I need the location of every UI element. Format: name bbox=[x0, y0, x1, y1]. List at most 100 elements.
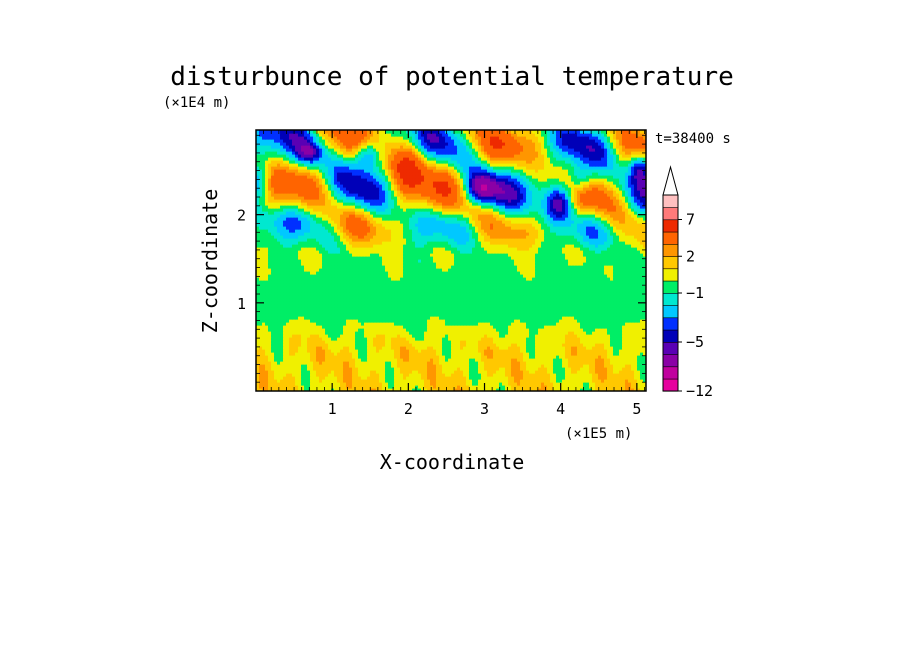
field-cell bbox=[523, 325, 527, 329]
field-cell bbox=[631, 325, 635, 329]
field-cell bbox=[505, 316, 509, 320]
field-cell bbox=[511, 379, 515, 383]
field-cell bbox=[538, 364, 542, 368]
field-cell bbox=[319, 295, 323, 299]
field-cell bbox=[577, 328, 581, 332]
field-cell bbox=[571, 343, 575, 347]
field-cell bbox=[535, 310, 539, 314]
field-cell bbox=[466, 301, 470, 305]
field-cell bbox=[535, 304, 539, 308]
field-cell bbox=[343, 367, 347, 371]
field-cell bbox=[580, 373, 584, 377]
field-cell bbox=[286, 382, 290, 386]
field-cell bbox=[493, 334, 497, 338]
field-cell bbox=[439, 295, 443, 299]
field-cell bbox=[502, 286, 506, 290]
field-cell bbox=[385, 283, 389, 287]
field-cell bbox=[382, 364, 386, 368]
field-cell bbox=[271, 331, 275, 335]
field-cell bbox=[589, 337, 593, 341]
field-cell bbox=[547, 316, 551, 320]
field-cell bbox=[475, 349, 479, 353]
field-cell bbox=[400, 379, 404, 383]
field-cell bbox=[268, 310, 272, 314]
field-cell bbox=[610, 358, 614, 362]
field-cell bbox=[304, 346, 308, 350]
field-cell bbox=[295, 382, 299, 386]
field-cell bbox=[370, 355, 374, 359]
field-cell bbox=[484, 337, 488, 341]
field-cell bbox=[304, 355, 308, 359]
field-cell bbox=[583, 292, 587, 296]
field-cell bbox=[298, 340, 302, 344]
field-cell bbox=[541, 352, 545, 356]
field-cell bbox=[556, 328, 560, 332]
field-cell bbox=[457, 364, 461, 368]
field-cell bbox=[586, 283, 590, 287]
field-cell bbox=[349, 343, 353, 347]
field-cell bbox=[454, 340, 458, 344]
field-cell bbox=[343, 331, 347, 335]
field-cell bbox=[496, 379, 500, 383]
field-cell bbox=[634, 319, 638, 323]
field-cell bbox=[574, 352, 578, 356]
field-cell bbox=[346, 334, 350, 338]
field-cell bbox=[559, 376, 563, 380]
field-cell bbox=[568, 367, 572, 371]
field-cell bbox=[373, 313, 377, 317]
field-cell bbox=[433, 286, 437, 290]
field-cell bbox=[367, 301, 371, 305]
field-cell bbox=[268, 298, 272, 302]
field-cell bbox=[364, 277, 368, 281]
field-cell bbox=[403, 289, 407, 293]
field-cell bbox=[298, 331, 302, 335]
field-cell bbox=[298, 325, 302, 329]
field-cell bbox=[613, 316, 617, 320]
field-cell bbox=[571, 310, 575, 314]
field-cell bbox=[589, 304, 593, 308]
field-cell bbox=[487, 355, 491, 359]
field-cell bbox=[430, 322, 434, 326]
field-cell bbox=[298, 277, 302, 281]
field-cell bbox=[604, 283, 608, 287]
field-cell bbox=[373, 361, 377, 365]
field-cell bbox=[559, 364, 563, 368]
field-cell bbox=[292, 316, 296, 320]
field-cell bbox=[259, 337, 263, 341]
field-cell bbox=[442, 322, 446, 326]
field-cell bbox=[421, 295, 425, 299]
field-cell bbox=[541, 298, 545, 302]
field-cell bbox=[448, 370, 452, 374]
field-cell bbox=[295, 304, 299, 308]
field-cell bbox=[478, 310, 482, 314]
field-cell bbox=[511, 358, 515, 362]
field-cell bbox=[625, 298, 629, 302]
field-cell bbox=[400, 301, 404, 305]
field-cell bbox=[568, 340, 572, 344]
field-cell bbox=[529, 301, 533, 305]
field-cell bbox=[376, 280, 380, 284]
field-cell bbox=[616, 385, 620, 389]
field-cell bbox=[490, 280, 494, 284]
field-cell bbox=[628, 385, 632, 389]
field-cell bbox=[550, 301, 554, 305]
field-cell bbox=[511, 301, 515, 305]
field-cell bbox=[298, 361, 302, 365]
field-cell bbox=[484, 292, 488, 296]
field-cell bbox=[595, 337, 599, 341]
field-cell bbox=[265, 379, 269, 383]
field-cell bbox=[430, 370, 434, 374]
field-cell bbox=[334, 316, 338, 320]
field-cell bbox=[469, 388, 473, 391]
field-cell bbox=[484, 376, 488, 380]
field-cell bbox=[511, 355, 515, 359]
field-cell bbox=[487, 343, 491, 347]
field-cell bbox=[595, 385, 599, 389]
field-cell bbox=[442, 343, 446, 347]
field-cell bbox=[601, 289, 605, 293]
field-cell bbox=[472, 304, 476, 308]
field-cell bbox=[346, 286, 350, 290]
field-cell bbox=[628, 310, 632, 314]
field-cell bbox=[496, 352, 500, 356]
field-cell bbox=[517, 328, 521, 332]
